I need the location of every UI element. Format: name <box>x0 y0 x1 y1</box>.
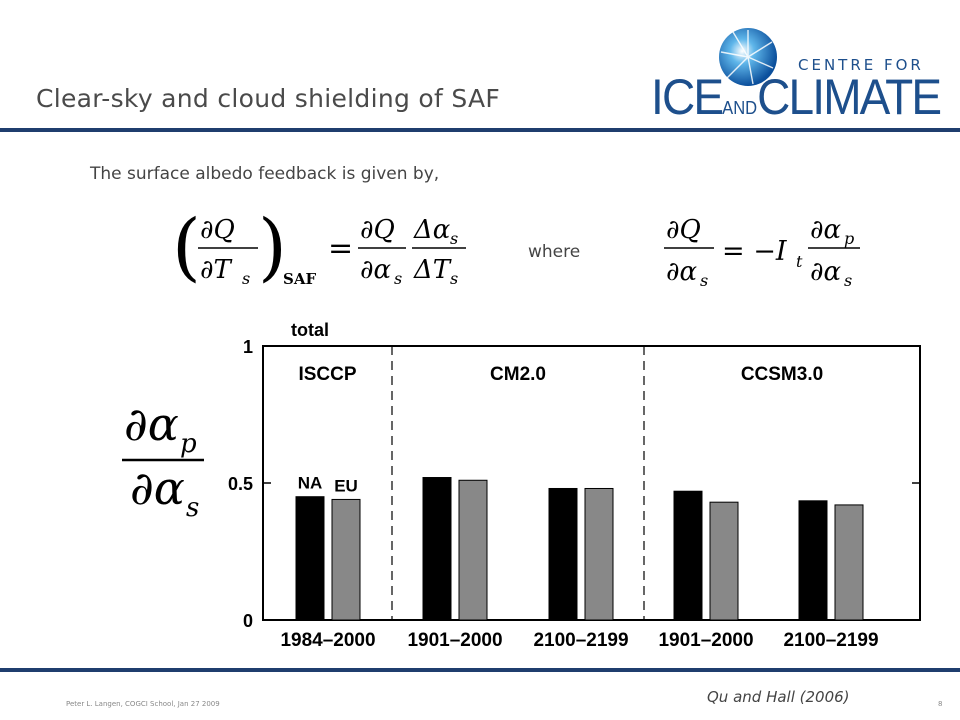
bar <box>295 496 325 621</box>
citation: Qu and Hall (2006) <box>707 688 850 706</box>
ylabel-num-sub: p <box>180 429 197 459</box>
ylabel-numerator: ∂α <box>124 397 179 451</box>
y-tick-label: 0.5 <box>228 474 253 494</box>
dq-den-sub: s <box>700 271 708 290</box>
dap-denominator: ∂α <box>810 257 841 287</box>
dq-dalpha-equation: ∂Q ∂α s = −I t ∂α p ∂α s <box>664 215 860 290</box>
bar <box>584 487 614 621</box>
intro-text: The surface albedo feedback is given by, <box>90 164 440 184</box>
bar <box>331 498 361 621</box>
lhs-den-sub: s <box>242 269 250 288</box>
where-text: where <box>528 242 581 262</box>
bar <box>548 487 578 621</box>
it-sub: t <box>796 252 803 271</box>
dap-den-sub: s <box>844 271 852 290</box>
saf-subscript: SAF <box>283 270 316 288</box>
rhs1-numerator: ∂Q <box>360 215 395 245</box>
header-rule <box>0 128 960 132</box>
logo-ice: ICE <box>651 69 724 125</box>
footer-author: Peter L. Langen, COGCI School, Jan 27 20… <box>66 700 220 708</box>
dq-denominator: ∂α <box>666 257 697 287</box>
x-tick-label: 2100–2199 <box>783 630 878 651</box>
logo-and: AND <box>722 98 758 118</box>
x-tick-label: 1901–2000 <box>658 630 753 651</box>
lhs-numerator: ∂Q <box>200 215 235 245</box>
group-label: CCSM3.0 <box>741 364 823 385</box>
logo-climate: CLIMATE <box>757 69 942 125</box>
y-tick-label: 1 <box>243 337 253 357</box>
minus-it: = −I <box>722 236 788 267</box>
dap-numerator: ∂α <box>810 215 841 245</box>
group-label: ISCCP <box>298 364 356 385</box>
globe-icon <box>719 28 777 86</box>
rhs2-num-sub: s <box>450 229 458 248</box>
slide-title: Clear-sky and cloud shielding of SAF <box>36 84 501 113</box>
rhs1-denominator: ∂α <box>360 255 391 285</box>
equals-sign: = <box>328 231 353 266</box>
dap-num-sub: p <box>844 229 854 248</box>
logo-centre-for: CENTRE FOR <box>798 56 924 74</box>
right-paren: ) <box>258 204 287 290</box>
rhs2-numerator: Δα <box>413 215 451 245</box>
bar <box>458 479 488 621</box>
bar <box>422 477 452 621</box>
ylabel-den-sub: s <box>186 493 199 522</box>
bar <box>798 500 828 621</box>
lhs-denominator: ∂T <box>200 255 232 285</box>
chart-title: total <box>291 320 329 340</box>
group-label: CM2.0 <box>490 364 546 385</box>
bar <box>673 490 703 621</box>
y-tick-label: 0 <box>243 611 253 631</box>
dq-numerator: ∂Q <box>666 215 701 245</box>
rhs2-den-sub: s <box>450 269 458 288</box>
bar <box>709 501 739 621</box>
series-label: EU <box>334 476 358 495</box>
rhs1-den-sub: s <box>394 269 402 288</box>
bar <box>834 504 864 621</box>
rhs2-denominator: ΔT <box>413 255 452 285</box>
ylabel-denominator: ∂α <box>130 461 185 515</box>
series-label: NA <box>298 474 323 493</box>
x-tick-label: 1901–2000 <box>407 630 502 651</box>
page-number: 8 <box>938 700 943 708</box>
saf-equation: ( ∂Q ∂T s ) SAF = ∂Q ∂α s Δα s ΔT s <box>172 204 466 290</box>
x-tick-label: 2100–2199 <box>533 630 628 651</box>
chart-ylabel: ∂α p ∂α s <box>122 397 204 522</box>
footer-rule <box>0 668 960 672</box>
left-paren: ( <box>172 204 201 290</box>
logo-wordmark: ICEANDCLIMATE <box>651 68 942 126</box>
x-tick-label: 1984–2000 <box>280 630 375 651</box>
